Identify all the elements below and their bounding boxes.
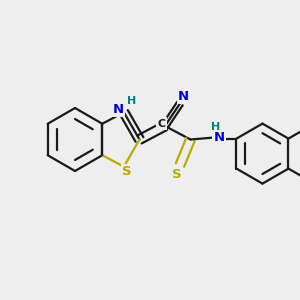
Text: N: N xyxy=(113,103,124,116)
Text: N: N xyxy=(178,89,189,103)
Text: S: S xyxy=(172,167,182,181)
Text: S: S xyxy=(122,165,132,178)
Text: H: H xyxy=(127,96,136,106)
Text: C: C xyxy=(157,118,165,129)
Text: H: H xyxy=(211,122,220,132)
Text: N: N xyxy=(213,130,224,144)
